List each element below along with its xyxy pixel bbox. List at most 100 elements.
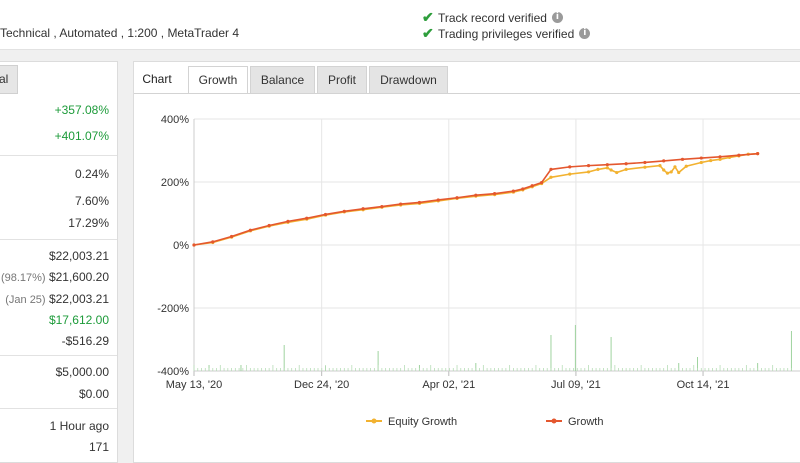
tab-profit[interactable]: Profit: [317, 66, 367, 93]
series-point: [665, 171, 670, 175]
tab-growth[interactable]: Growth: [188, 66, 248, 94]
series-point: [699, 160, 703, 165]
series-point: [549, 167, 553, 171]
series-point: [737, 153, 741, 157]
series-point: [756, 152, 760, 156]
stat-drawdown: 17.29%: [68, 216, 109, 230]
series-point: [323, 212, 328, 217]
stat-abs-gain: +401.07%: [54, 129, 109, 143]
x-tick-label: Apr 02, '21: [422, 379, 475, 391]
y-tick-label: 0%: [173, 240, 189, 252]
stats-panel: al +357.08% +401.07% 0.24% 7.60% 17.29% …: [0, 61, 118, 463]
stat-note: (98.17%): [0, 272, 46, 284]
series-point: [718, 157, 722, 161]
divider: [0, 155, 117, 156]
stat-withdrawals: $0.00: [78, 387, 109, 401]
stat-value: $21,600.20: [48, 270, 109, 284]
divider: [0, 408, 117, 409]
series-point: [380, 204, 384, 209]
verification-label: Track record verified: [438, 10, 547, 25]
series-point: [709, 158, 713, 163]
account-header: Technical , Automated , 1:200 , MetaTrad…: [0, 0, 800, 50]
stat-note: (Jan 25): [5, 294, 46, 306]
series-point: [615, 170, 619, 175]
series-point: [643, 160, 647, 165]
series-point: [624, 162, 628, 166]
series-point: [662, 168, 666, 172]
x-tick-label: May 13, '20: [166, 379, 223, 391]
y-tick-label: -200%: [157, 303, 189, 315]
chart-panel: Chart Growth Balance Profit Drawdown 400…: [133, 61, 800, 463]
series-point: [609, 168, 613, 172]
series-point: [211, 240, 215, 244]
trading-privileges-verification: ✔ Trading privileges verified i: [422, 25, 591, 42]
series-point: [586, 170, 591, 174]
verification-label: Trading privileges verified: [438, 26, 575, 41]
series-point: [539, 181, 544, 185]
tab-general[interactable]: al: [0, 65, 18, 94]
stat-profit: $17,612.00: [48, 313, 109, 327]
stat-monthly: 7.60%: [74, 194, 109, 208]
series-point: [521, 187, 525, 191]
stat-updated: 1 Hour ago: [49, 419, 109, 433]
series-point: [474, 193, 478, 197]
series-point: [305, 216, 309, 220]
growth-chart: 400% 200% 0% -200% -400%May 13, '20 Dec 24, '…: [157, 114, 800, 428]
chart-tabs: Chart Growth Balance Profit Drawdown: [134, 62, 800, 94]
tab-label: al: [0, 72, 9, 86]
series-line-equity-growth: [193, 152, 758, 246]
check-icon: ✔: [422, 25, 434, 41]
legend-marker: [371, 418, 377, 424]
legend-label: Equity Growth: [388, 416, 457, 428]
series-point: [673, 165, 677, 169]
info-icon[interactable]: i: [579, 28, 591, 39]
series-point: [624, 167, 628, 171]
legend-label: Growth: [568, 416, 603, 428]
series-point: [549, 175, 553, 179]
stat-equity: (98.17%) $21,600.20: [1, 270, 109, 284]
series-point: [192, 243, 196, 247]
x-tick-label: Oct 14, '21: [677, 379, 730, 391]
series-point: [605, 163, 609, 167]
stat-balance: $22,003.21: [48, 249, 109, 263]
stat-daily: 0.24%: [74, 167, 109, 181]
stat-highest: (Jan 25) $22,003.21: [5, 292, 109, 306]
series-point: [455, 196, 459, 200]
series-point: [605, 166, 609, 170]
y-tick-label: -400%: [157, 366, 189, 378]
stat-tracking: 171: [88, 440, 109, 454]
series-point: [568, 172, 572, 176]
series-point: [596, 167, 600, 171]
series-point: [229, 234, 234, 239]
divider: [0, 355, 117, 356]
stat-value: $22,003.21: [48, 292, 109, 306]
series-point: [568, 165, 572, 169]
series-line-growth: [193, 152, 758, 246]
series-point: [342, 209, 346, 213]
series-point: [361, 207, 365, 211]
tab-drawdown[interactable]: Drawdown: [369, 66, 448, 93]
check-icon: ✔: [422, 9, 434, 25]
series-point: [658, 164, 662, 168]
series-point: [436, 198, 440, 202]
series-point: [677, 170, 681, 175]
info-icon[interactable]: i: [551, 12, 563, 23]
tab-balance[interactable]: Balance: [250, 66, 315, 93]
stat-interest: -$516.29: [61, 334, 109, 348]
series-point: [248, 228, 252, 232]
series-point: [699, 156, 703, 160]
chart-title: Chart: [142, 72, 172, 86]
x-tick-label: Dec 24, '20: [294, 379, 349, 391]
series-point: [530, 184, 534, 188]
series-point: [286, 219, 290, 223]
series-point: [417, 200, 422, 205]
series-point: [511, 189, 515, 193]
stat-gain: +357.08%: [54, 103, 109, 117]
series-point: [267, 223, 271, 228]
series-point: [399, 202, 403, 206]
y-tick-label: 200%: [161, 177, 189, 189]
tab-divider: [134, 93, 800, 94]
series-point: [684, 164, 688, 168]
track-record-verification: ✔ Track record verified i: [422, 9, 563, 26]
series-point: [718, 155, 722, 159]
